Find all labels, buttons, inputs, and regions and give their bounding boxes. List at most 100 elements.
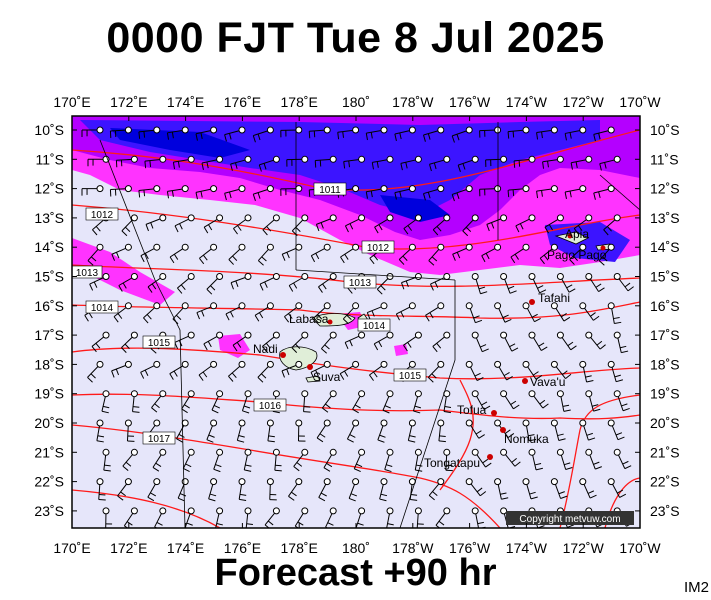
wind-barb [241, 390, 252, 414]
land-layer [279, 231, 613, 383]
wind-barb [465, 302, 483, 324]
wind-barb [115, 155, 138, 168]
wind-barb [323, 448, 337, 472]
lon-tick-label: 176˚E [224, 540, 261, 556]
wind-barb [166, 185, 189, 199]
wind-barb [423, 185, 445, 201]
place-label-nadi: Nadi [253, 342, 278, 356]
lat-labels-right: 10˚S 11˚S 12˚S 13˚S 14˚S 15˚S 16˚S 17˚S 18˚S 19˚S… [650, 122, 680, 519]
wind-barb [124, 419, 135, 442]
wind-barb [89, 273, 110, 291]
wind-barb [435, 507, 451, 528]
wind-barb [145, 214, 167, 232]
wind-barb [140, 360, 161, 379]
place-tofua: Tofua [457, 403, 497, 417]
wind-barb [122, 448, 138, 471]
wind-barb [607, 302, 622, 325]
wind-barb [152, 448, 167, 472]
wind-barb [208, 478, 218, 502]
wind-barb [177, 273, 195, 294]
lat-tick-label: 16˚S [34, 298, 64, 314]
wind-barb [429, 155, 451, 172]
lon-tick-label: 178˚E [281, 540, 318, 556]
lat-tick-label: 12˚S [34, 181, 64, 197]
wind-barb [539, 243, 558, 265]
isobar-line [72, 347, 640, 380]
wind-barb [138, 126, 161, 139]
wind-barb [291, 331, 309, 353]
wind-barb [113, 302, 132, 323]
wind-barb [172, 302, 189, 325]
lat-tick-label: 14˚S [34, 239, 64, 255]
wind-barb [315, 214, 337, 232]
wind-barb [613, 331, 629, 354]
place-label-labasa: Labasa [289, 312, 329, 326]
copyright-badge: Copyright metvuw.com [506, 511, 634, 525]
wind-barb [318, 273, 337, 293]
wind-barb [579, 360, 594, 383]
wind-barb [374, 214, 394, 234]
island-kadavu [305, 375, 321, 383]
lat-tick-label: 14˚S [650, 239, 680, 255]
wind-barb [257, 243, 274, 266]
wind-barb [407, 419, 416, 443]
wind-barb [570, 155, 593, 170]
wind-barb [266, 478, 277, 501]
wind-barb [465, 360, 484, 382]
wind-barb [130, 390, 140, 413]
lat-tick-label: 18˚S [34, 356, 64, 372]
isobar-label: 1014 [357, 318, 391, 332]
wind-barb [230, 155, 252, 171]
wind-barb [373, 331, 394, 351]
lat-tick-label: 21˚S [34, 444, 64, 460]
lon-tick-label: 180˚ [342, 540, 370, 556]
isobar-line [72, 489, 221, 528]
place-tafahi: Tafahi [529, 291, 570, 305]
isobar-label-text: 1011 [319, 185, 341, 196]
wind-barb [423, 126, 445, 142]
wind-barb [206, 419, 218, 443]
wind-barb [593, 126, 615, 142]
wind-barb [313, 302, 331, 324]
lon-labels-bottom: 170˚E 172˚E 174˚E 176˚E 178˚E 180˚ 178˚W 176˚W 1… [53, 540, 661, 556]
wind-barb [382, 390, 394, 414]
wind-barb [593, 185, 615, 200]
place-label-tofua: Tofua [457, 403, 487, 417]
wind-barb [485, 155, 508, 167]
wind-barb [579, 419, 596, 441]
place-label-tongatapu: Tongatapu [424, 456, 480, 470]
wind-barb [443, 448, 453, 472]
lon-tick-label: 172˚E [110, 94, 147, 110]
wind-barb [203, 214, 224, 234]
place-label-suva: Suva [313, 370, 341, 384]
wind-barb [510, 243, 530, 264]
wind-barb [494, 478, 509, 500]
precip-spot-e [394, 344, 408, 356]
wind-barb [195, 126, 218, 141]
wind-barb [398, 243, 416, 265]
wind-barb [569, 243, 587, 265]
wind-barb [233, 214, 252, 235]
map-title: 0000 FJT Tue 8 Jul 2025 [106, 14, 605, 62]
wind-barb [371, 155, 394, 170]
wind-barb [257, 360, 274, 383]
wind-barb [515, 214, 536, 233]
place-apia: Apia [565, 227, 589, 241]
place-label-pago-pago: Pago Pago [547, 248, 607, 262]
wind-barb [585, 390, 601, 412]
wind-barb [310, 243, 331, 263]
wind-barb [428, 478, 445, 501]
lon-tick-label: 174˚W [506, 540, 548, 556]
wind-barb [427, 360, 445, 383]
lat-labels-left: 10˚S 11˚S 12˚S 13˚S 14˚S 15˚S 16˚S 17˚S 18˚S 19˚S… [34, 122, 64, 519]
wind-barb [169, 360, 189, 380]
wind-barb [288, 273, 309, 292]
wind-barb [281, 243, 303, 261]
weather-map: 1011 1012 1012 1013 1013 1014 1014 1015 … [34, 94, 680, 556]
lat-tick-label: 20˚S [34, 415, 64, 431]
wind-barb [147, 478, 161, 502]
isobar-label: 1013 [343, 275, 377, 289]
lat-tick-label: 17˚S [650, 327, 680, 343]
wind-barb [96, 419, 105, 443]
isobar-label-text: 1012 [91, 210, 114, 221]
